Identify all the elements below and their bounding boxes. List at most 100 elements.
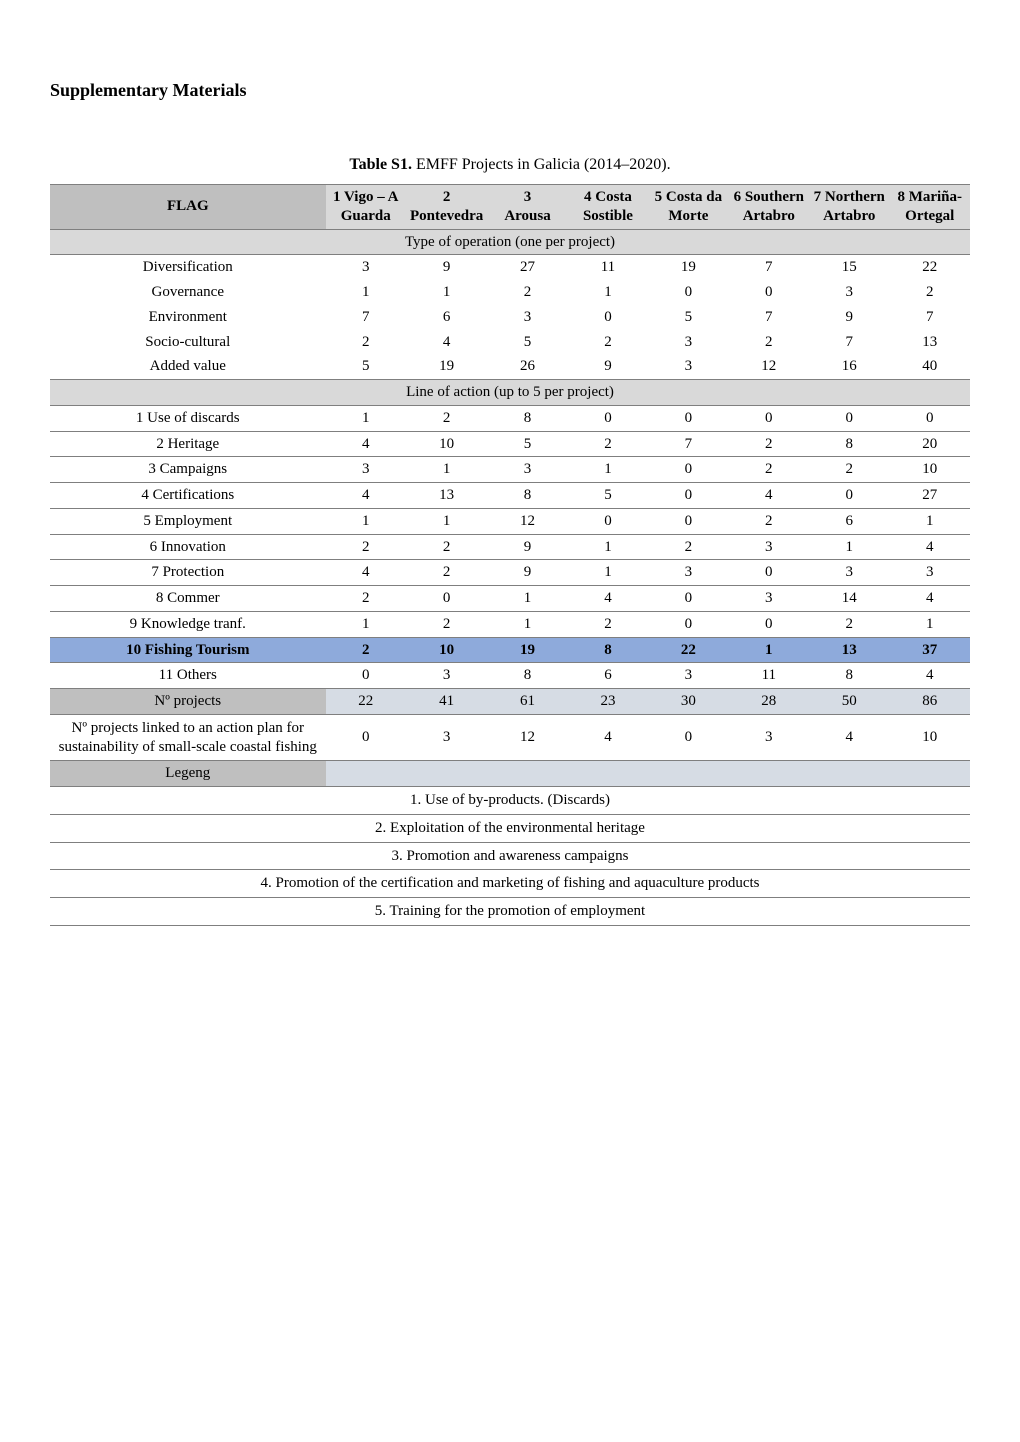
data-cell: 2 — [568, 611, 648, 637]
row-label: 8 Commer — [50, 586, 326, 612]
data-cell: 28 — [729, 689, 809, 715]
data-cell: 8 — [487, 483, 567, 509]
data-cell: 27 — [487, 255, 567, 280]
column-header: 7 NorthernArtabro — [809, 185, 889, 230]
column-header: 1 Vigo – AGuarda — [326, 185, 406, 230]
data-cell: 2 — [326, 586, 406, 612]
data-cell: 8 — [487, 663, 567, 689]
data-cell: 1 — [326, 611, 406, 637]
table-title: Table S1. EMFF Projects in Galicia (2014… — [50, 156, 970, 174]
data-cell: 86 — [889, 689, 970, 715]
data-cell: 2 — [729, 431, 809, 457]
data-cell: 0 — [326, 663, 406, 689]
data-cell: 6 — [568, 663, 648, 689]
legend-text: 5. Training for the promotion of employm… — [50, 898, 970, 926]
data-cell: 0 — [729, 560, 809, 586]
supplementary-heading: Supplementary Materials — [50, 80, 970, 101]
data-cell: 1 — [568, 280, 648, 305]
data-cell: 22 — [889, 255, 970, 280]
data-cell: 7 — [809, 330, 889, 355]
data-cell: 22 — [326, 689, 406, 715]
data-cell: 1 — [889, 611, 970, 637]
data-cell: 41 — [406, 689, 487, 715]
legeng-label: Legeng — [50, 761, 326, 787]
data-cell: 0 — [326, 714, 406, 761]
row-label: Socio-cultural — [50, 330, 326, 355]
legend-text: 1. Use of by-products. (Discards) — [50, 787, 970, 815]
data-cell: 1 — [568, 534, 648, 560]
row-label: 9 Knowledge tranf. — [50, 611, 326, 637]
data-cell: 9 — [568, 354, 648, 379]
data-cell: 9 — [487, 560, 567, 586]
data-cell: 13 — [406, 483, 487, 509]
data-cell: 10 — [889, 457, 970, 483]
data-cell: 0 — [568, 405, 648, 431]
data-cell: 3 — [406, 663, 487, 689]
data-cell: 11 — [729, 663, 809, 689]
data-cell: 7 — [648, 431, 728, 457]
data-cell: 2 — [729, 457, 809, 483]
row-label: Nº projects linked to an action plan for… — [50, 714, 326, 761]
data-cell: 4 — [889, 534, 970, 560]
data-cell: 12 — [487, 508, 567, 534]
data-cell: 1 — [326, 405, 406, 431]
data-cell: 7 — [729, 255, 809, 280]
data-cell: 10 — [406, 431, 487, 457]
data-cell: 7 — [326, 305, 406, 330]
row-label: Diversification — [50, 255, 326, 280]
data-cell: 2 — [568, 330, 648, 355]
table-title-bold: Table S1. — [349, 156, 412, 173]
data-cell: 8 — [487, 405, 567, 431]
data-cell: 2 — [889, 280, 970, 305]
row-label: Governance — [50, 280, 326, 305]
data-cell: 2 — [406, 611, 487, 637]
data-cell: 2 — [326, 637, 406, 663]
data-cell: 2 — [326, 534, 406, 560]
projects-table: FLAG1 Vigo – AGuarda2Pontevedra3Arousa4 … — [50, 184, 970, 926]
row-label: 5 Employment — [50, 508, 326, 534]
data-cell: 2 — [809, 611, 889, 637]
data-cell: 9 — [487, 534, 567, 560]
data-cell: 4 — [889, 586, 970, 612]
row-label: 6 Innovation — [50, 534, 326, 560]
data-cell: 1 — [487, 586, 567, 612]
data-cell: 3 — [648, 663, 728, 689]
column-header: 4 CostaSostible — [568, 185, 648, 230]
data-cell: 19 — [406, 354, 487, 379]
column-header: 2Pontevedra — [406, 185, 487, 230]
data-cell: 3 — [487, 457, 567, 483]
data-cell: 4 — [406, 330, 487, 355]
data-cell: 0 — [648, 611, 728, 637]
data-cell: 27 — [889, 483, 970, 509]
data-cell: 0 — [648, 714, 728, 761]
data-cell: 3 — [809, 560, 889, 586]
column-header: 3Arousa — [487, 185, 567, 230]
data-cell: 1 — [568, 457, 648, 483]
data-cell: 23 — [568, 689, 648, 715]
data-cell: 2 — [406, 534, 487, 560]
data-cell: 4 — [889, 663, 970, 689]
legend-text: 4. Promotion of the certification and ma… — [50, 870, 970, 898]
legeng-spacer — [326, 761, 970, 787]
data-cell: 4 — [326, 483, 406, 509]
data-cell: 1 — [406, 280, 487, 305]
row-label: 7 Protection — [50, 560, 326, 586]
data-cell: 13 — [809, 637, 889, 663]
data-cell: 5 — [648, 305, 728, 330]
data-cell: 50 — [809, 689, 889, 715]
row-label: 10 Fishing Tourism — [50, 637, 326, 663]
data-cell: 26 — [487, 354, 567, 379]
data-cell: 3 — [326, 255, 406, 280]
data-cell: 1 — [406, 457, 487, 483]
row-label: 11 Others — [50, 663, 326, 689]
data-cell: 0 — [809, 483, 889, 509]
data-cell: 30 — [648, 689, 728, 715]
data-cell: 19 — [648, 255, 728, 280]
data-cell: 5 — [326, 354, 406, 379]
table-head: FLAG1 Vigo – AGuarda2Pontevedra3Arousa4 … — [50, 185, 970, 230]
column-header: 8 Mariña-Ortegal — [889, 185, 970, 230]
data-cell: 1 — [326, 508, 406, 534]
column-header: 5 Costa daMorte — [648, 185, 728, 230]
data-cell: 9 — [809, 305, 889, 330]
data-cell: 4 — [568, 586, 648, 612]
